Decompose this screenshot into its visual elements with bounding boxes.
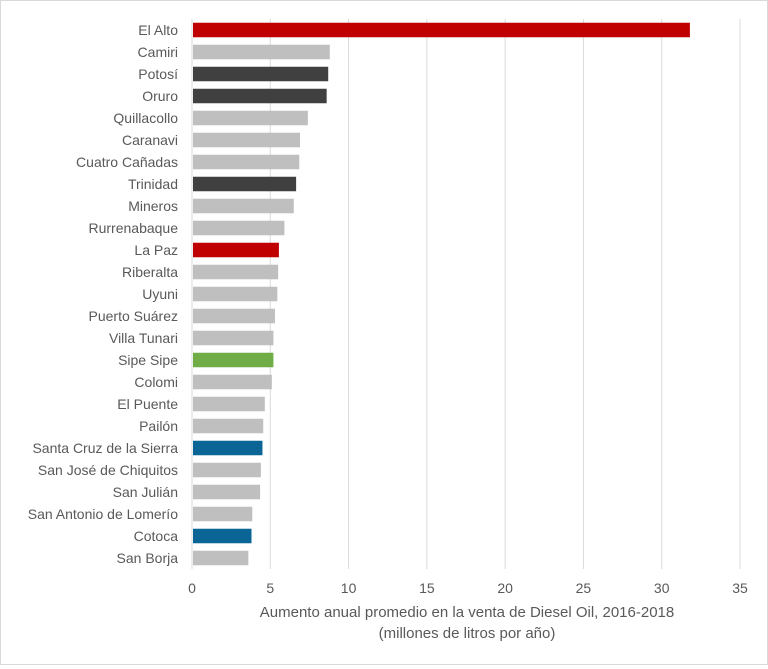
bar (193, 154, 300, 170)
bar (193, 308, 275, 324)
bars (193, 22, 690, 566)
category-label: El Puente (117, 396, 178, 412)
category-label: Santa Cruz de la Sierra (32, 440, 178, 456)
category-label: Camiri (138, 44, 178, 60)
category-label: Cuatro Cañadas (76, 154, 178, 170)
bar (193, 396, 265, 412)
x-tick-label: 30 (654, 580, 670, 596)
bar (193, 462, 261, 478)
tick-labels: 0 5 10 15 20 25 30 35 (188, 580, 748, 596)
bar (193, 66, 329, 82)
category-label: Villa Tunari (109, 330, 178, 346)
bar (193, 286, 278, 302)
category-label: Uyuni (142, 286, 178, 302)
category-label: Puerto Suárez (89, 308, 179, 324)
category-label: Riberalta (122, 264, 178, 280)
bar (193, 440, 263, 456)
x-tick-label: 35 (732, 580, 748, 596)
bar (193, 242, 279, 258)
category-label: Colomi (134, 374, 178, 390)
bar (193, 110, 308, 126)
category-label: Oruro (142, 88, 178, 104)
category-label: Pailón (139, 418, 178, 434)
bar (193, 528, 252, 544)
bar (193, 330, 274, 346)
bar (193, 220, 285, 236)
category-label: Mineros (128, 198, 178, 214)
bar (193, 198, 294, 214)
x-tick-label: 20 (497, 580, 513, 596)
x-axis-title-line2: (millones de litros por año) (379, 625, 556, 642)
bar (193, 506, 253, 522)
bar (193, 264, 279, 280)
category-label: Quillacollo (113, 110, 178, 126)
bar (193, 176, 297, 192)
bar (193, 484, 261, 500)
category-label: El Alto (138, 22, 178, 38)
bar (193, 132, 301, 148)
bar (193, 88, 327, 104)
category-label: Rurrenabaque (88, 220, 178, 236)
x-tick-label: 0 (188, 580, 196, 596)
category-label: San Julián (113, 484, 178, 500)
bar (193, 374, 272, 390)
category-label: San José de Chiquitos (38, 462, 178, 478)
category-label: La Paz (134, 242, 178, 258)
category-label: Sipe Sipe (118, 352, 178, 368)
category-label: Potosí (138, 66, 178, 82)
category-label: San Borja (117, 550, 179, 566)
bar (193, 44, 330, 60)
category-label: San Antonio de Lomerío (28, 506, 178, 522)
category-label: Caranavi (122, 132, 178, 148)
bar (193, 352, 274, 368)
category-label: Trinidad (128, 176, 178, 192)
x-tick-label: 25 (576, 580, 592, 596)
x-tick-label: 15 (419, 580, 435, 596)
bar (193, 550, 249, 566)
gridlines (191, 19, 741, 569)
x-axis-title-line1: Aumento anual promedio en la venta de Di… (260, 604, 674, 621)
x-tick-label: 5 (266, 580, 274, 596)
bar (193, 22, 690, 38)
category-labels: El Alto Camiri Potosí Oruro Quillacollo Caran… (28, 22, 178, 566)
bar (193, 418, 264, 434)
x-tick-label: 10 (341, 580, 357, 596)
category-label: Cotoca (134, 528, 179, 544)
